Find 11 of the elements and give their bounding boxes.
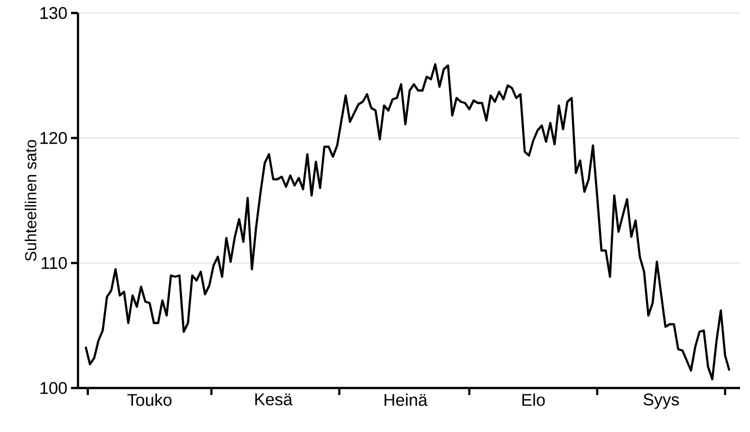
x-tick-label: Kesä	[255, 394, 293, 406]
x-tick-label: Heinä	[384, 394, 428, 406]
y-tick-label: 120	[40, 132, 67, 144]
line-series	[84, 63, 730, 380]
y-tick-label: 130	[40, 6, 67, 19]
y-axis-title: Suhteellinen sato	[24, 140, 36, 261]
x-tick-label: Elo	[522, 394, 545, 406]
y-tick-label: 100	[40, 382, 67, 394]
x-tick-label: Touko	[127, 394, 172, 406]
y-tick-label: 110	[42, 257, 67, 269]
x-tick-label: Syys	[644, 394, 679, 409]
